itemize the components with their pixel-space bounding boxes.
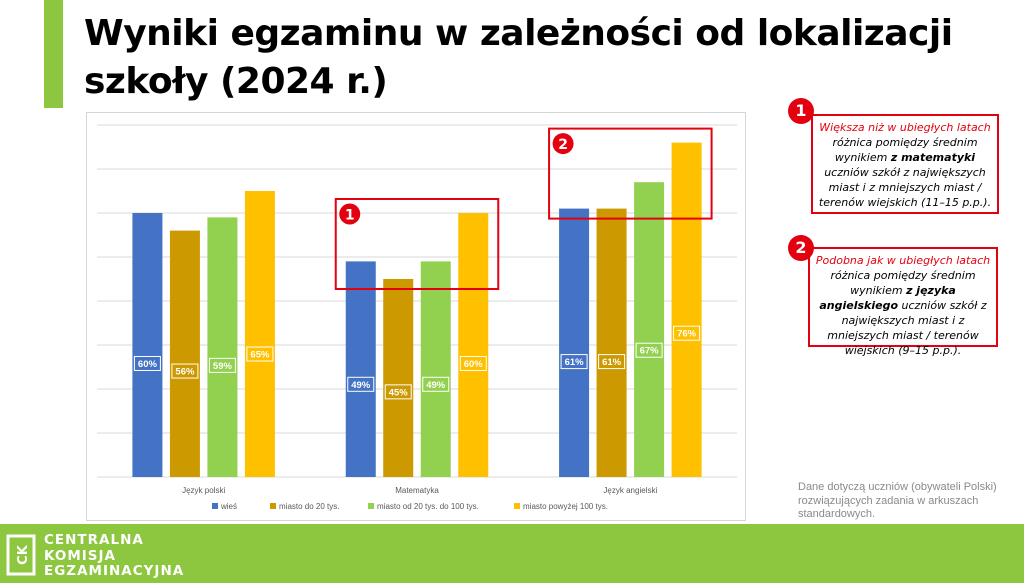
legend-swatch <box>368 503 374 509</box>
data-label: 45% <box>389 387 409 398</box>
logo-line-3: EGZAMINACYJNA <box>44 563 185 579</box>
legend-swatch <box>270 503 276 509</box>
data-label-box <box>560 354 588 370</box>
accent-bar <box>44 0 63 108</box>
badge-2-icon: 2 <box>788 235 814 261</box>
annotation-box <box>548 127 713 220</box>
data-label-box <box>171 363 199 379</box>
callout-text-pre: różnica pomiędzy średnim wynikiem <box>832 136 978 164</box>
chart-frame: 60% 56% 59% 65% Język polski 49% 45% 49% 60% Mate… <box>86 112 746 521</box>
data-label-box <box>347 376 375 392</box>
bar <box>671 142 702 477</box>
annotation-badge-icon <box>339 203 361 225</box>
bar <box>420 261 451 477</box>
data-label-box <box>133 355 161 371</box>
data-label: 61% <box>602 357 622 368</box>
bar <box>244 191 275 477</box>
callout-text-post: uczniów szkół z największych miast i z m… <box>827 299 987 357</box>
bar <box>169 230 200 477</box>
bar <box>345 261 376 477</box>
legend-label: miasto do 20 tys. <box>279 502 339 511</box>
legend-swatch <box>212 503 218 509</box>
data-label: 60% <box>464 359 484 370</box>
data-label: 60% <box>138 359 158 370</box>
logo-mark-text: CK <box>16 544 31 565</box>
callout-text-post: uczniów szkół z największych miast i z m… <box>818 166 992 209</box>
data-label-box <box>598 354 626 370</box>
bar-chart: 60% 56% 59% 65% Język polski 49% 45% 49% 60% Mate… <box>97 124 737 511</box>
bar <box>559 208 590 477</box>
callout-text-bold: z matematyki <box>890 151 976 164</box>
data-label-box <box>459 355 487 371</box>
logo-line-2: KOMISJA <box>44 547 116 564</box>
data-label: 59% <box>213 361 233 372</box>
data-label: 49% <box>426 380 446 391</box>
data-label: 49% <box>351 380 371 391</box>
data-label-box <box>422 376 450 392</box>
annotation-badge-label: 1 <box>345 208 355 224</box>
bar <box>132 213 163 477</box>
bar <box>383 279 414 477</box>
annotation-box <box>334 198 500 290</box>
logo-line-1: CENTRALNA <box>44 532 144 548</box>
data-label: 61% <box>565 357 585 368</box>
x-tick-label: Język angielski <box>603 486 657 495</box>
annotation-badge-icon <box>552 133 574 155</box>
legend-label: miasto powyżej 100 tys. <box>523 502 608 511</box>
data-label: 67% <box>640 346 660 357</box>
data-label-box <box>673 325 701 341</box>
annotation-badge-label: 2 <box>558 137 568 153</box>
data-label-box <box>635 342 663 358</box>
callout-math: Większa niż w ubiegłych latach różnica p… <box>811 114 999 214</box>
bar <box>207 217 238 477</box>
page-title: Wyniki egzaminu w zależności od lokaliza… <box>84 13 953 102</box>
data-label: 56% <box>175 367 195 378</box>
x-tick-label: Język polski <box>182 486 225 495</box>
data-note: Dane dotyczą uczniów (obywateli Polski) … <box>798 481 997 520</box>
footer: CK CENTRALNA KOMISJA EGZAMINACYJNA <box>0 524 1024 583</box>
bar <box>458 213 489 477</box>
data-label: 76% <box>677 329 697 340</box>
badge-1-icon: 1 <box>788 98 814 124</box>
callout-english: Podobna jak w ubiegłych latach różnica p… <box>808 247 998 357</box>
data-label-box <box>384 384 412 400</box>
legend-label: wieś <box>220 502 237 511</box>
x-tick-label: Matematyka <box>395 486 439 495</box>
callout-text-bold: z języka angielskiego <box>819 284 956 312</box>
bar <box>596 208 627 477</box>
cke-logo-icon: CK <box>6 534 36 576</box>
data-label-box <box>208 357 236 373</box>
callout-highlight: Podobna jak w ubiegłych latach <box>815 254 991 267</box>
legend-label: miasto od 20 tys. do 100 tys. <box>377 502 479 511</box>
data-label-box <box>246 346 274 362</box>
callout-text-pre: różnica pomiędzy średnim wynikiem <box>830 269 976 297</box>
legend-swatch <box>514 503 520 509</box>
data-label: 65% <box>250 350 270 361</box>
bar <box>634 182 665 477</box>
logo-text: CENTRALNA KOMISJA EGZAMINACYJNA <box>44 532 185 580</box>
callout-highlight: Większa niż w ubiegłych latach <box>819 121 991 134</box>
